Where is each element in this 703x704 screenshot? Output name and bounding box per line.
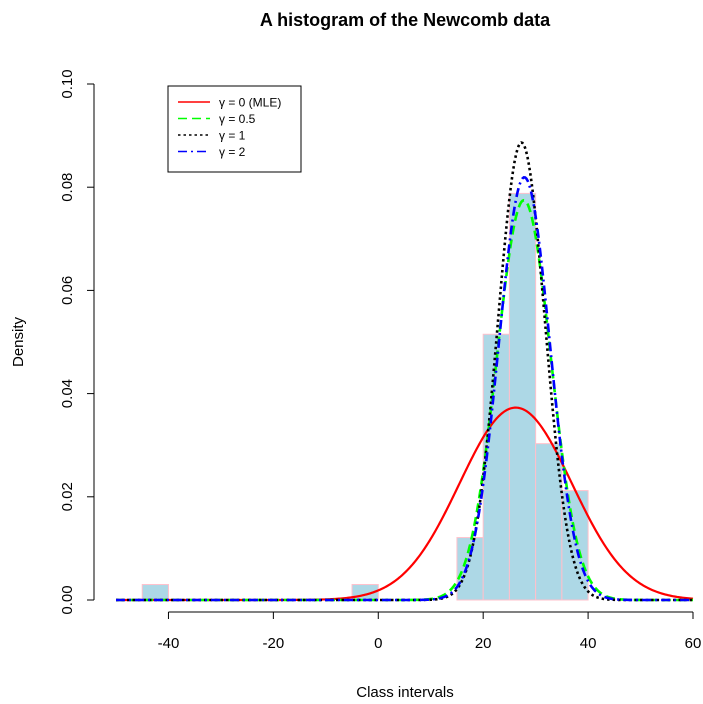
y-tick-label: 0.02 xyxy=(59,482,76,511)
legend-label: γ = 0.5 xyxy=(219,112,256,126)
density-curve-1 xyxy=(116,406,694,602)
y-tick-label: 0.10 xyxy=(59,69,76,98)
histogram-bar xyxy=(141,584,169,601)
histogram-bar xyxy=(508,192,537,601)
histogram-bar xyxy=(482,333,510,601)
legend-label: γ = 0 (MLE) xyxy=(219,96,281,110)
axes: -40 -20 0 20 40 60 0.00 0.02 0.04 0.06 0.08 0.10 xyxy=(59,69,701,652)
histogram-bar xyxy=(535,443,563,601)
x-tick-label: -20 xyxy=(263,635,285,652)
y-tick-label: 0.04 xyxy=(59,379,76,408)
legend-label: γ = 2 xyxy=(219,145,246,159)
chart-title: A histogram of the Newcomb data xyxy=(260,10,551,30)
density-curve-3 xyxy=(116,141,693,602)
legend-box xyxy=(167,85,302,173)
x-axis-label: Class intervals xyxy=(356,684,454,701)
y-axis-label: Density xyxy=(10,316,27,367)
legend-label: γ = 1 xyxy=(219,129,246,143)
density-curve-4 xyxy=(116,176,693,602)
density-curve-2 xyxy=(116,198,693,602)
legend: γ = 0 (MLE) γ = 0.5 γ = 1 γ = 2 xyxy=(167,85,302,173)
x-tick-label: 0 xyxy=(374,635,382,652)
x-tick-label: 20 xyxy=(475,635,492,652)
x-tick-label: 40 xyxy=(580,635,597,652)
y-tick-label: 0.00 xyxy=(59,585,76,614)
density-curves xyxy=(116,141,694,602)
x-tick-label: -40 xyxy=(158,635,180,652)
y-tick-label: 0.06 xyxy=(59,276,76,305)
histogram-bars xyxy=(141,192,589,601)
x-tick-label: 60 xyxy=(685,635,702,652)
y-tick-label: 0.08 xyxy=(59,173,76,202)
